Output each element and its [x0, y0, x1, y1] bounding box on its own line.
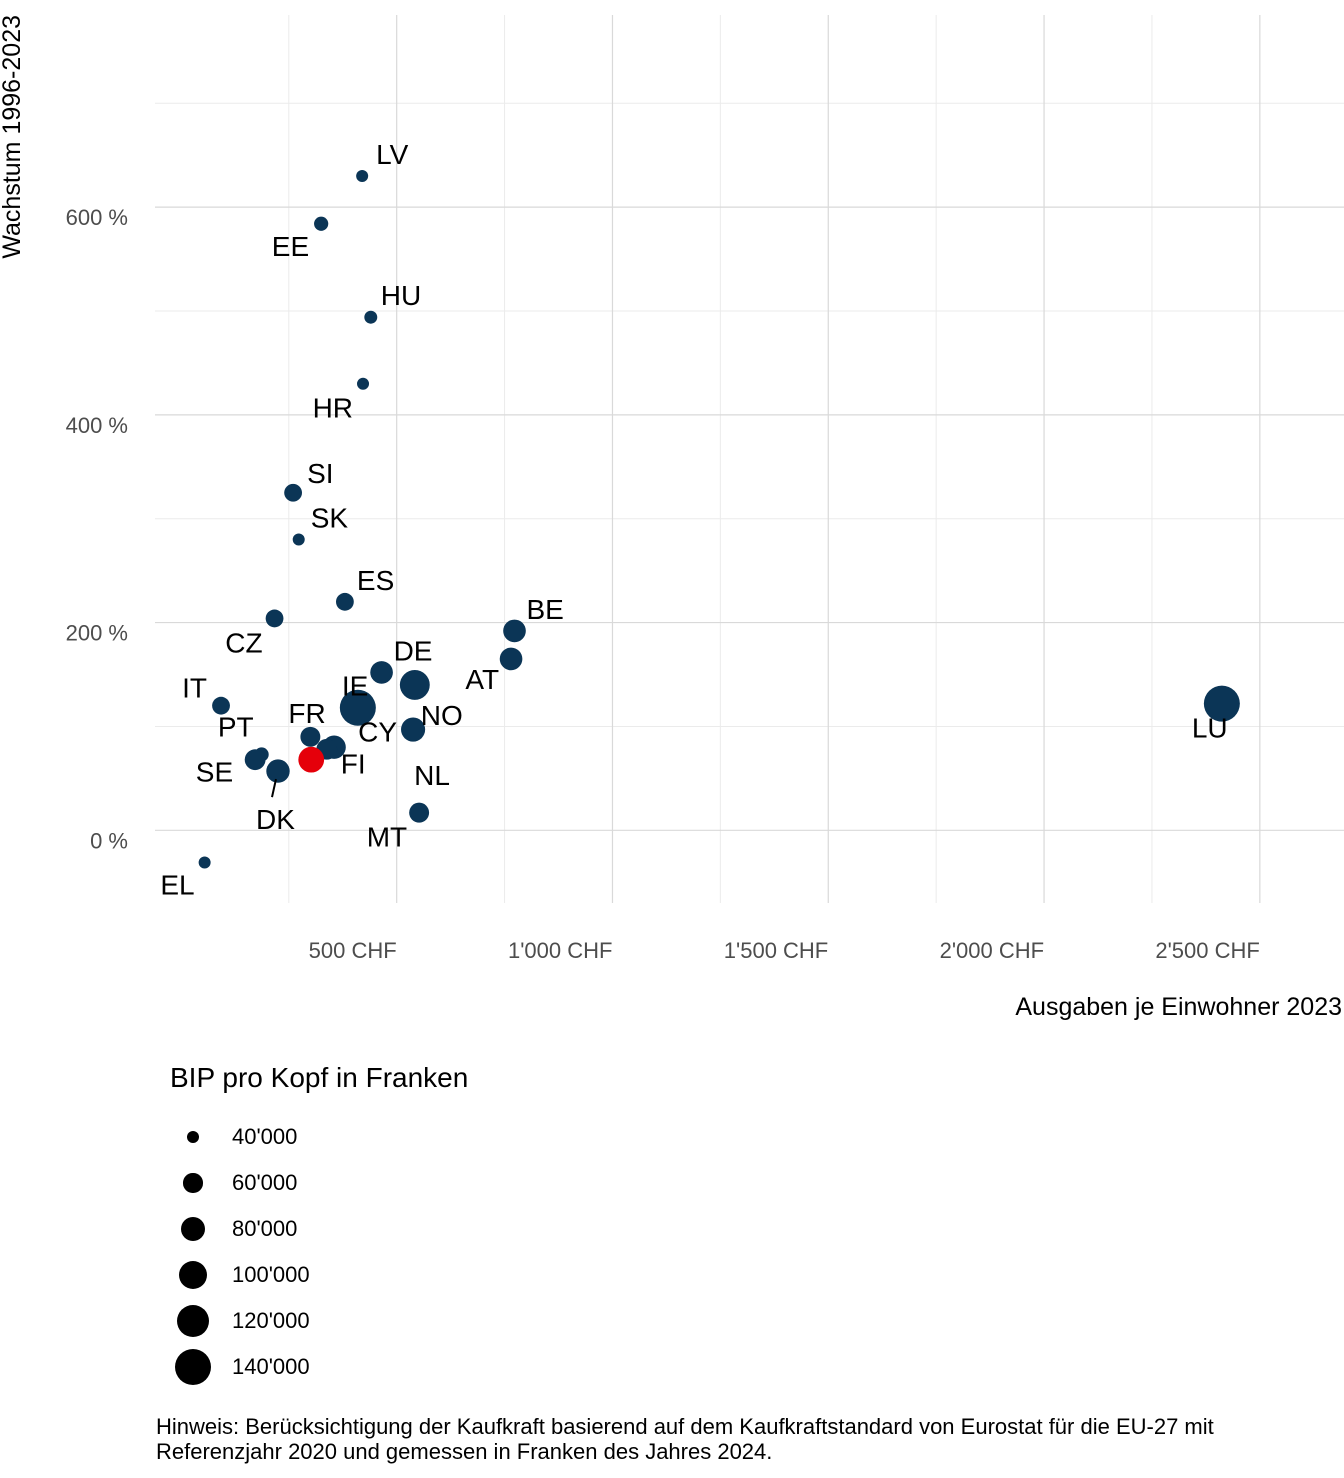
legend-key — [170, 1114, 216, 1160]
legend-label: 120'000 — [232, 1308, 310, 1333]
x-tick-label: 2'500 CHF — [1155, 938, 1259, 963]
label-cy: CY — [358, 717, 397, 748]
label-hr: HR — [313, 393, 353, 424]
point-si — [284, 483, 303, 502]
legend-label: 80'000 — [232, 1216, 298, 1241]
label-lu: LU — [1192, 713, 1228, 744]
legend-title: BIP pro Kopf in Franken — [170, 1062, 469, 1093]
legend-dot — [176, 1304, 210, 1338]
label-at: AT — [465, 664, 499, 695]
point-lv — [356, 169, 369, 182]
label-no: NO — [421, 700, 463, 731]
x-tick-label: 2'000 CHF — [940, 938, 1044, 963]
legend-dot — [183, 1173, 203, 1193]
point-cz — [265, 609, 284, 628]
grid-lines — [155, 15, 1344, 903]
legend-key — [170, 1160, 216, 1206]
point-el — [198, 856, 211, 869]
label-nl: NL — [414, 760, 450, 791]
legend-key — [170, 1206, 216, 1252]
legend-item: 40'000 — [170, 1114, 468, 1160]
legend-item: 120'000 — [170, 1298, 468, 1344]
size-legend: BIP pro Kopf in Franken 40'000 60'000 80'0… — [170, 1062, 468, 1390]
legend-item: 100'000 — [170, 1252, 468, 1298]
legend-item: 140'000 — [170, 1344, 468, 1390]
label-se: SE — [196, 757, 233, 788]
y-axis-title: Wachstum 1996-2023 — [0, 15, 26, 259]
point-dk — [266, 759, 290, 783]
label-hu: HU — [381, 280, 421, 311]
point-hu — [364, 310, 378, 324]
point-lu — [1203, 685, 1240, 722]
label-de: DE — [394, 635, 433, 666]
footnote: Hinweis: Berücksichtigung der Kaufkraft … — [156, 1414, 1214, 1464]
legend-label: 40'000 — [232, 1124, 298, 1149]
point-es — [335, 592, 354, 611]
label-el: EL — [160, 869, 194, 900]
label-cz: CZ — [225, 627, 262, 658]
point-fr — [300, 726, 321, 747]
label-it: IT — [182, 673, 207, 704]
label-si: SI — [307, 458, 333, 489]
point-cy — [401, 717, 426, 742]
label-ie: IE — [342, 671, 368, 702]
label-fi: FI — [341, 748, 366, 779]
legend-dot — [187, 1131, 199, 1143]
point-sk — [292, 533, 305, 546]
point-ch — [298, 746, 325, 773]
label-pt: PT — [218, 711, 254, 742]
legend-key — [170, 1298, 216, 1344]
legend-label: 140'000 — [232, 1354, 310, 1379]
legend-label: 60'000 — [232, 1170, 298, 1195]
y-tick-label: 200 % — [66, 621, 128, 646]
y-tick-label: 400 % — [66, 413, 128, 438]
x-tick-label: 1'000 CHF — [508, 938, 612, 963]
legend-dot — [175, 1349, 211, 1385]
point-de — [370, 661, 393, 684]
point-ie — [339, 689, 376, 726]
point-ee — [314, 216, 329, 231]
data-points — [198, 169, 1240, 869]
label-es: ES — [357, 565, 394, 596]
legend-items: 40'000 60'000 80'000 100'000 120'000 140'000 — [170, 1114, 468, 1390]
legend-dot — [178, 1260, 208, 1290]
legend-dot — [180, 1216, 206, 1242]
point-be — [503, 619, 526, 643]
point-labels: LV EE HU HR SI SK ES CZ BE AT DE IT IE NO LU CY FR NL FI PT… — [160, 139, 1227, 901]
scatter-chart: 500 CHF 1'000 CHF 1'500 CHF 2'000 CHF 2'500 … — [0, 15, 1344, 1021]
point-se — [244, 749, 266, 771]
legend-item: 80'000 — [170, 1206, 468, 1252]
label-dk: DK — [256, 804, 295, 835]
point-no — [399, 669, 430, 700]
label-be: BE — [527, 594, 564, 625]
dk-label-leader — [271, 778, 277, 798]
point-it — [212, 696, 230, 715]
label-ee: EE — [272, 231, 309, 262]
label-lv: LV — [376, 139, 408, 170]
point-hr — [357, 377, 370, 390]
legend-key — [170, 1344, 216, 1390]
x-tick-label: 500 CHF — [309, 938, 397, 963]
x-axis-title: Ausgaben je Einwohner 2023 — [1015, 993, 1342, 1021]
y-tick-label: 0 % — [90, 828, 128, 853]
point-mt — [409, 802, 430, 823]
x-axis-ticks: 500 CHF 1'000 CHF 1'500 CHF 2'000 CHF 2'500 … — [309, 938, 1260, 963]
x-tick-label: 1'500 CHF — [724, 938, 828, 963]
point-at — [499, 647, 523, 671]
y-axis-ticks: 0 % 200 % 400 % 600 % — [66, 205, 128, 853]
legend-key — [170, 1252, 216, 1298]
label-mt: MT — [367, 822, 407, 853]
legend-label: 100'000 — [232, 1262, 310, 1287]
y-tick-label: 600 % — [66, 205, 128, 230]
label-sk: SK — [311, 502, 349, 533]
legend-item: 60'000 — [170, 1160, 468, 1206]
label-fr: FR — [288, 698, 325, 729]
